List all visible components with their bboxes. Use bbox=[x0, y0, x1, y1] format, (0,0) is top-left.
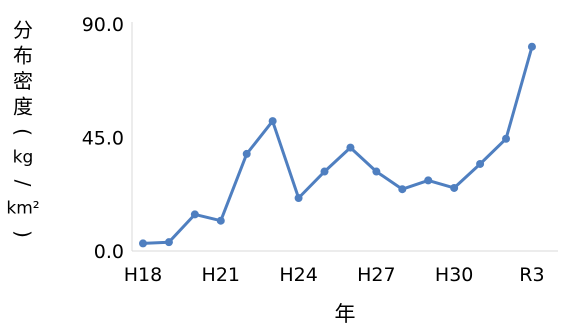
data-point bbox=[164, 238, 173, 247]
y-tick-label: 45.0 bbox=[82, 128, 124, 150]
x-tick-labels: H18 H21 H24 H27 H30 R3 bbox=[124, 264, 545, 286]
data-point bbox=[320, 167, 329, 176]
y-axis-label-char: / bbox=[11, 180, 35, 187]
y-axis-label-char: km² bbox=[6, 199, 39, 219]
x-tick-label: H24 bbox=[279, 264, 317, 286]
y-axis-label-char: 分 bbox=[13, 18, 33, 42]
data-point bbox=[294, 194, 303, 203]
data-point bbox=[216, 216, 225, 225]
y-axis-label-char: 度 bbox=[13, 95, 33, 119]
data-point bbox=[372, 167, 381, 176]
y-tick-label: 90.0 bbox=[82, 14, 124, 36]
x-tick-label: H18 bbox=[124, 264, 162, 286]
data-point bbox=[139, 239, 147, 248]
x-tick-label: R3 bbox=[519, 264, 544, 286]
data-point bbox=[476, 159, 485, 168]
y-axis-label-char: 布 bbox=[13, 44, 33, 68]
data-point bbox=[346, 143, 355, 152]
y-axis-label-char: ( bbox=[11, 128, 35, 136]
series-line bbox=[141, 45, 534, 245]
data-point bbox=[242, 149, 251, 158]
data-point bbox=[502, 134, 511, 143]
y-axis-label-char: 密 bbox=[13, 69, 33, 93]
x-tick-label: H27 bbox=[357, 264, 395, 286]
x-tick-label: H30 bbox=[435, 264, 473, 286]
data-point bbox=[190, 210, 199, 219]
data-point bbox=[424, 176, 433, 185]
x-tick-label: H21 bbox=[202, 264, 240, 286]
data-point bbox=[268, 117, 277, 126]
x-axis-title: 年 bbox=[335, 302, 356, 326]
y-axis-label-char: kg bbox=[13, 148, 34, 168]
data-point bbox=[527, 42, 536, 51]
y-tick-label: 0.0 bbox=[94, 241, 124, 263]
y-tick-labels: 0.0 45.0 90.0 bbox=[82, 14, 124, 263]
series-group bbox=[139, 42, 536, 248]
data-point bbox=[450, 183, 459, 192]
data-point bbox=[398, 185, 407, 194]
y-axis-label-char: ) bbox=[11, 230, 35, 238]
